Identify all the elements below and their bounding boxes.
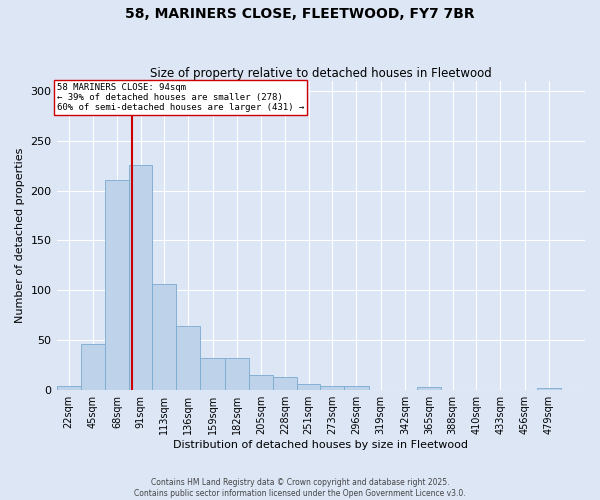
Text: 58, MARINERS CLOSE, FLEETWOOD, FY7 7BR: 58, MARINERS CLOSE, FLEETWOOD, FY7 7BR [125, 8, 475, 22]
Bar [56, 386, 81, 390]
Bar [129, 164, 152, 390]
Bar [200, 358, 224, 390]
X-axis label: Distribution of detached houses by size in Fleetwood: Distribution of detached houses by size … [173, 440, 468, 450]
Bar [417, 387, 441, 390]
Bar [320, 386, 344, 390]
Bar [224, 358, 249, 390]
Text: 58 MARINERS CLOSE: 94sqm
← 39% of detached houses are smaller (278)
60% of semi-: 58 MARINERS CLOSE: 94sqm ← 39% of detach… [56, 82, 304, 112]
Text: Contains HM Land Registry data © Crown copyright and database right 2025.
Contai: Contains HM Land Registry data © Crown c… [134, 478, 466, 498]
Bar [536, 388, 561, 390]
Bar [105, 180, 129, 390]
Bar [273, 377, 297, 390]
Bar [249, 375, 273, 390]
Bar [81, 344, 105, 390]
Bar [176, 326, 200, 390]
Bar [297, 384, 320, 390]
Title: Size of property relative to detached houses in Fleetwood: Size of property relative to detached ho… [150, 66, 491, 80]
Y-axis label: Number of detached properties: Number of detached properties [15, 148, 25, 323]
Bar [344, 386, 368, 390]
Bar [152, 284, 176, 390]
